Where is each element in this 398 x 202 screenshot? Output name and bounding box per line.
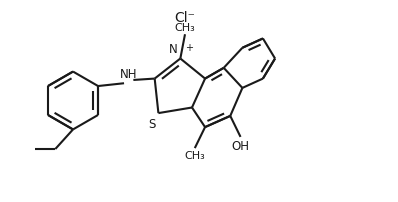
Text: CH₃: CH₃ [184,151,205,161]
Text: CH₃: CH₃ [175,23,195,33]
Text: OH: OH [232,140,250,153]
Text: +: + [185,43,193,53]
Text: S: S [148,117,156,130]
Text: NH: NH [120,68,137,81]
Text: N: N [169,43,178,56]
Text: Cl⁻: Cl⁻ [174,11,195,24]
